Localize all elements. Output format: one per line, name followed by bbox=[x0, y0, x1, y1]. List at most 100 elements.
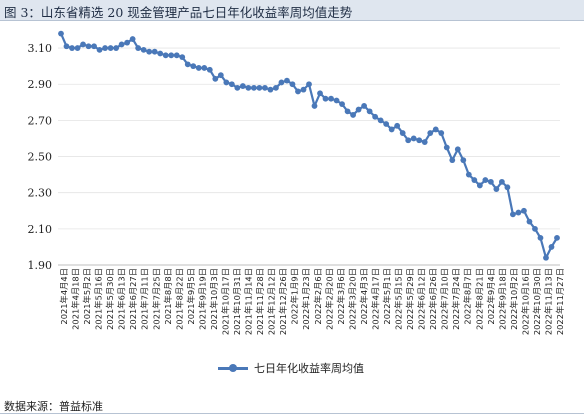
x-tick-label: 2022年11月27日 bbox=[555, 268, 565, 335]
data-point bbox=[339, 101, 345, 108]
data-point bbox=[162, 52, 169, 59]
data-point bbox=[510, 211, 516, 218]
data-point bbox=[140, 46, 147, 53]
x-tick-label: 2021年11月28日 bbox=[255, 268, 265, 335]
data-point bbox=[102, 45, 108, 51]
data-point bbox=[289, 81, 296, 88]
bottom-rule bbox=[0, 413, 584, 414]
data-point bbox=[69, 45, 75, 51]
data-point bbox=[300, 86, 307, 93]
data-point bbox=[135, 45, 142, 51]
x-tick-label: 2022年10月16日 bbox=[520, 268, 530, 335]
data-point bbox=[504, 184, 511, 191]
data-point bbox=[146, 48, 153, 55]
data-point bbox=[361, 103, 368, 109]
x-tick-label: 2022年7月24日 bbox=[451, 268, 461, 330]
x-tick-label: 2022年1月23日 bbox=[301, 268, 311, 330]
x-tick-label: 2021年9月5日 bbox=[186, 268, 196, 325]
data-point bbox=[256, 84, 263, 91]
data-point bbox=[85, 43, 92, 50]
x-tick-label: 2021年10月3日 bbox=[209, 268, 219, 330]
data-point bbox=[107, 45, 114, 51]
data-point bbox=[355, 106, 362, 113]
x-tick-label: 2021年4月4日 bbox=[59, 268, 69, 325]
data-point bbox=[443, 144, 450, 151]
data-point bbox=[306, 81, 312, 88]
data-point bbox=[157, 50, 164, 57]
data-point bbox=[217, 72, 224, 79]
x-tick-label: 2022年4月3日 bbox=[359, 268, 369, 325]
gridlines bbox=[58, 47, 560, 266]
data-point bbox=[405, 137, 412, 144]
data-point bbox=[438, 130, 445, 136]
data-point bbox=[311, 103, 318, 109]
x-tick-label: 2022年3月20日 bbox=[347, 268, 357, 330]
y-tick-label: 2.50 bbox=[28, 151, 53, 164]
data-point bbox=[228, 81, 235, 88]
data-point bbox=[173, 52, 180, 59]
data-point bbox=[476, 182, 483, 189]
data-point bbox=[449, 157, 456, 164]
legend-label: 七日年化收益率周均值 bbox=[254, 362, 364, 375]
x-tick-label: 2022年2月20日 bbox=[324, 268, 334, 330]
legend-dot-marker bbox=[229, 363, 237, 372]
data-point bbox=[278, 79, 285, 86]
y-tick-label: 2.30 bbox=[28, 187, 53, 200]
y-axis: 1.90 2.10 2.30 2.50 2.70 2.90 3.10 bbox=[28, 42, 53, 272]
data-point bbox=[493, 186, 500, 192]
data-point bbox=[284, 77, 290, 84]
data-point bbox=[454, 146, 461, 153]
series-line bbox=[59, 33, 558, 259]
data-point bbox=[58, 30, 64, 37]
x-tick-label: 2022年1月9日 bbox=[290, 268, 300, 325]
x-tick-label: 2021年12月12日 bbox=[267, 268, 277, 335]
x-tick-label: 2021年5月2日 bbox=[82, 268, 92, 325]
data-point bbox=[80, 41, 86, 48]
data-point bbox=[372, 113, 379, 120]
x-tick-label: 2021年5月30日 bbox=[105, 268, 115, 330]
data-point bbox=[416, 137, 423, 144]
data-point bbox=[273, 84, 279, 91]
legend: 七日年化收益率周均值 bbox=[218, 360, 364, 376]
x-tick-label: 2022年10月2日 bbox=[509, 268, 519, 330]
data-point bbox=[344, 108, 351, 115]
x-tick-label: 2022年11月13日 bbox=[543, 268, 553, 335]
plot-area bbox=[58, 30, 560, 261]
data-point bbox=[201, 65, 208, 71]
data-point bbox=[195, 65, 202, 71]
x-tick-label: 2022年6月26日 bbox=[428, 268, 438, 330]
data-point bbox=[234, 84, 241, 91]
data-point bbox=[333, 97, 340, 104]
data-point bbox=[239, 83, 246, 89]
x-tick-label: 2021年11月14日 bbox=[244, 268, 254, 335]
data-point bbox=[383, 121, 390, 127]
data-point bbox=[267, 86, 274, 93]
x-tick-label: 2021年10月17日 bbox=[220, 268, 230, 335]
data-point bbox=[206, 66, 213, 73]
data-point bbox=[460, 157, 467, 164]
x-tick-label: 2022年5月29日 bbox=[405, 268, 415, 330]
data-point bbox=[190, 63, 197, 70]
data-point bbox=[532, 225, 538, 232]
data-point bbox=[317, 90, 323, 97]
data-point bbox=[388, 126, 395, 133]
x-tick-label: 2021年7月25日 bbox=[151, 268, 161, 330]
data-point bbox=[179, 54, 186, 61]
data-point bbox=[124, 39, 131, 46]
x-axis: 2021年4月4日 2021年4月18日 2021年5月2日 2021年5月16日 20… bbox=[58, 264, 565, 335]
data-point bbox=[427, 130, 434, 136]
data-point bbox=[223, 79, 230, 86]
x-tick-label: 2022年7月10日 bbox=[440, 268, 450, 330]
data-point bbox=[245, 84, 252, 91]
data-point bbox=[471, 177, 478, 183]
data-point bbox=[295, 88, 301, 95]
chart-title: 图 3：山东省精选 20 现金管理产品七日年化收益率周均值走势 bbox=[4, 5, 353, 20]
data-point bbox=[548, 244, 555, 250]
data-point bbox=[63, 43, 70, 50]
y-tick-label: 3.10 bbox=[28, 42, 53, 55]
data-point bbox=[212, 75, 219, 82]
y-tick-label: 1.90 bbox=[28, 259, 53, 272]
data-point bbox=[184, 61, 191, 68]
data-point bbox=[129, 36, 136, 42]
